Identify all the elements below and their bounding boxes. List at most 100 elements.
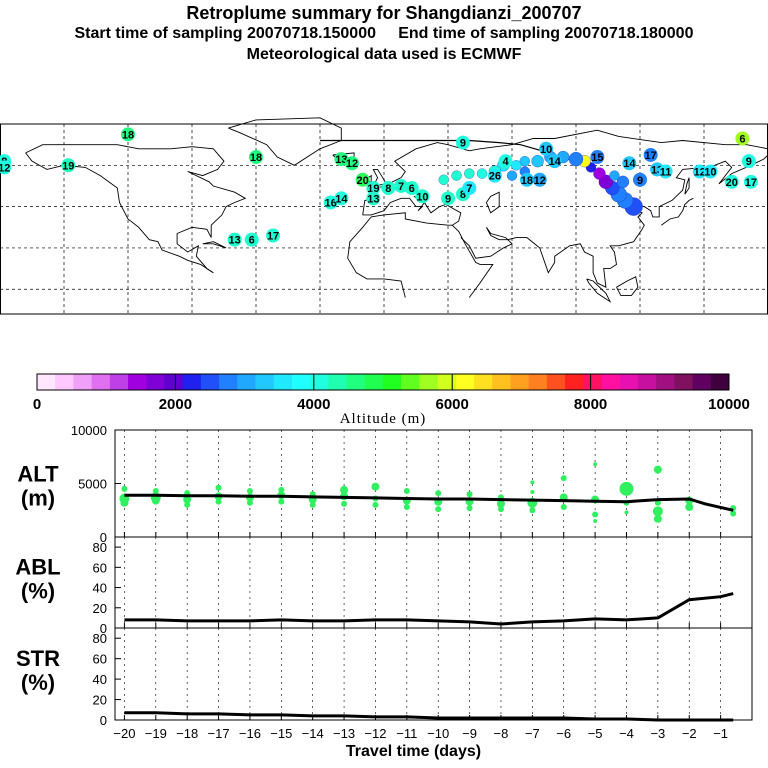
plume-point xyxy=(438,174,449,185)
colorbar-swatch xyxy=(182,374,202,390)
scatter-point xyxy=(372,501,379,508)
panel-alt: 0 5000 10000 ALT(m) xyxy=(17,423,753,545)
panel-label-name: ALT xyxy=(17,462,59,487)
x-tick-label: −2 xyxy=(682,726,697,741)
colorbar-swatch xyxy=(565,374,584,390)
scatter-point xyxy=(560,475,567,482)
x-tick-label: −14 xyxy=(302,726,324,741)
sampling-time-line: Start time of sampling 20070718.150000 E… xyxy=(74,25,694,42)
colorbar-swatch xyxy=(219,374,238,390)
colorbar-swatch xyxy=(164,374,184,390)
scatter-point xyxy=(624,510,629,515)
day-label-text: 10 xyxy=(416,191,428,203)
colorbar-tick-label: 0 xyxy=(33,396,41,413)
day-label-text: 8 xyxy=(385,183,391,195)
x-tick-label: −9 xyxy=(462,726,477,741)
day-label-text: 20 xyxy=(357,175,369,187)
colorbar-swatch xyxy=(146,374,165,390)
x-tick-label: −16 xyxy=(239,726,261,741)
day-label-text: 8 xyxy=(460,189,466,201)
colorbar-swatch xyxy=(364,374,384,390)
colorbar-swatch xyxy=(492,374,511,390)
day-label-text: 20 xyxy=(726,177,738,189)
panel-frame xyxy=(114,536,753,629)
x-tick-label: −18 xyxy=(176,726,198,741)
plume-point xyxy=(609,170,620,181)
plume-point xyxy=(519,156,530,167)
colorbar-title: Altitude (m) xyxy=(340,411,427,427)
met-data-line: Meteorological data used is ECMWF xyxy=(246,46,522,63)
day-label-text: 10 xyxy=(540,144,552,156)
colorbar-swatch xyxy=(455,374,475,390)
colorbar-swatch xyxy=(401,374,420,390)
day-label-text: 13 xyxy=(335,154,347,166)
scatter-point xyxy=(653,465,662,474)
x-tick-label: −17 xyxy=(208,726,230,741)
scatter-point xyxy=(530,480,535,485)
x-tick-label: −7 xyxy=(525,726,540,741)
day-label-text: 14 xyxy=(623,158,636,170)
day-label-marker xyxy=(334,152,349,167)
y-tick-label: 40 xyxy=(93,581,107,596)
day-label-marker xyxy=(658,164,673,179)
day-label-text: 15 xyxy=(591,152,603,164)
colorbar-swatch xyxy=(674,374,693,390)
colorbar-swatch xyxy=(200,374,220,390)
day-label-marker xyxy=(441,191,455,206)
plume-point xyxy=(593,167,606,180)
day-label-marker xyxy=(735,131,750,146)
chart-title: Retroplume summary for Shangdianzi_20070… xyxy=(186,3,582,23)
plume-point xyxy=(568,151,584,167)
day-label-marker xyxy=(703,164,718,179)
scatter-point xyxy=(371,482,380,491)
colorbar-swatch xyxy=(55,374,74,390)
colorbar-swatch xyxy=(310,374,329,390)
day-label-text: 6 xyxy=(249,235,255,247)
day-label-text: 9 xyxy=(746,156,752,168)
scatter-point xyxy=(653,514,662,523)
y-tick-label: 10000 xyxy=(71,423,107,438)
colorbar-swatch xyxy=(474,374,493,390)
day-label-marker xyxy=(487,168,502,183)
y-tick-label: 60 xyxy=(93,560,107,575)
colorbar-swatch xyxy=(73,374,93,390)
scatter-point xyxy=(403,487,410,494)
day-label-marker xyxy=(381,181,396,196)
x-tick-label: −11 xyxy=(396,726,417,741)
coastline xyxy=(25,152,214,274)
day-label-text: 18 xyxy=(122,129,134,141)
day-label-marker xyxy=(121,127,135,142)
coastline xyxy=(347,195,462,298)
coastline xyxy=(586,278,612,303)
day-label-text: 12 xyxy=(0,162,10,174)
scatter-point xyxy=(184,501,191,508)
coastline xyxy=(616,276,639,296)
day-label-marker xyxy=(462,181,477,196)
day-label-marker xyxy=(498,154,513,169)
x-tick-label: −12 xyxy=(364,726,386,741)
day-label-text: 9 xyxy=(637,175,643,187)
colorbar-swatch xyxy=(601,374,621,390)
time-series-panels: 0500010000ALT(m)020406080ABL(%)020406080… xyxy=(15,423,753,760)
x-tick-label: −1 xyxy=(713,726,728,741)
colorbar-swatch xyxy=(346,374,366,390)
coastline xyxy=(202,241,227,249)
colorbar-swatch xyxy=(546,374,566,390)
day-label-marker xyxy=(244,232,259,247)
y-tick-label: 20 xyxy=(93,693,107,708)
colorbar-swatch xyxy=(328,374,347,390)
day-label-marker xyxy=(404,181,419,196)
day-label-marker xyxy=(323,195,338,210)
scatter-point xyxy=(466,491,473,498)
y-tick-label: 80 xyxy=(93,631,107,646)
colorbar-swatch xyxy=(91,374,111,390)
day-label-marker xyxy=(547,154,562,169)
x-tick-label: −10 xyxy=(427,726,449,741)
x-tick-label: −13 xyxy=(333,726,355,741)
day-label-text: 26 xyxy=(489,171,501,183)
day-label-text: 12 xyxy=(534,175,546,187)
colorbar-swatch xyxy=(510,374,530,390)
scatter-point xyxy=(592,511,599,518)
scatter-point xyxy=(529,507,536,514)
